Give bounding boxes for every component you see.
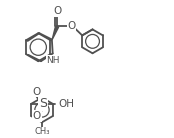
Text: O: O: [33, 87, 41, 97]
Text: O: O: [33, 111, 41, 121]
Polygon shape: [52, 26, 59, 40]
Text: CH₃: CH₃: [34, 127, 50, 136]
Text: NH: NH: [46, 56, 60, 65]
Text: O: O: [53, 6, 61, 16]
Text: S: S: [39, 97, 47, 110]
Text: O: O: [67, 22, 76, 31]
Text: OH: OH: [59, 99, 75, 109]
